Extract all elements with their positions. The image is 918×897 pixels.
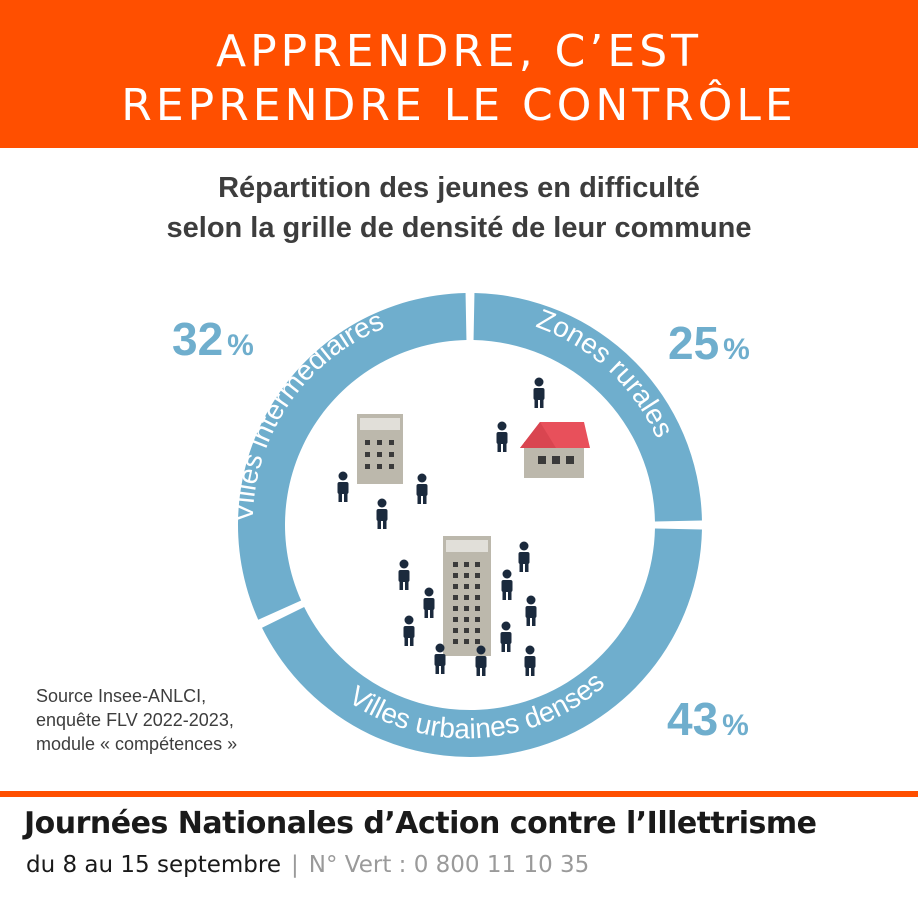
source-line-2: enquête FLV 2022-2023,	[36, 710, 234, 730]
segment-dense	[262, 528, 702, 758]
person-icon	[533, 377, 545, 408]
person-icon	[518, 541, 530, 572]
footer-divider	[0, 791, 918, 797]
percent-label-dense: 43%	[667, 693, 749, 745]
banner-title-line-2: REPRENDRE LE CONTRÔLE	[121, 80, 797, 131]
person-icon	[500, 621, 512, 652]
segment-intermediate	[238, 293, 467, 620]
person-icon	[501, 569, 513, 600]
person-icon	[525, 595, 537, 626]
percent-label-intermediate: 32%	[172, 313, 254, 365]
tower-icon	[443, 536, 491, 656]
segment-rural	[473, 293, 702, 522]
person-icon	[416, 473, 428, 504]
source-note: Source Insee-ANLCI, enquête FLV 2022-202…	[36, 684, 237, 756]
banner-title-line-1: APPRENDRE, C’EST	[216, 26, 702, 77]
footer-separator: |	[291, 852, 299, 878]
person-icon	[403, 615, 415, 646]
person-icon	[434, 643, 446, 674]
person-icon	[376, 498, 388, 529]
person-icon	[524, 645, 536, 676]
phone-number: N° Vert : 0 800 11 10 35	[308, 852, 590, 878]
person-icon	[423, 587, 435, 618]
percent-label-rural: 25%	[668, 317, 750, 369]
event-dates: du 8 au 15 septembre	[26, 852, 281, 878]
building-icon	[357, 414, 403, 484]
source-line-3: module « compétences »	[36, 734, 238, 754]
header-banner: APPRENDRE, C’EST REPRENDRE LE CONTRÔLE	[0, 0, 918, 148]
footer-subtitle: du 8 au 15 septembre | N° Vert : 0 800 11 …	[26, 852, 589, 878]
person-icon	[496, 421, 508, 452]
house-icon	[520, 422, 590, 478]
chart-title-line-2: selon la grille de densité de leur commu…	[166, 212, 752, 244]
person-icon	[475, 645, 487, 676]
footer-title: Journées Nationales d’Action contre l’Il…	[24, 806, 817, 841]
person-icon	[398, 559, 410, 590]
person-icon	[337, 471, 349, 502]
source-line-1: Source Insee-ANLCI,	[36, 686, 207, 706]
chart-title-line-1: Répartition des jeunes en difficulté	[218, 172, 700, 204]
